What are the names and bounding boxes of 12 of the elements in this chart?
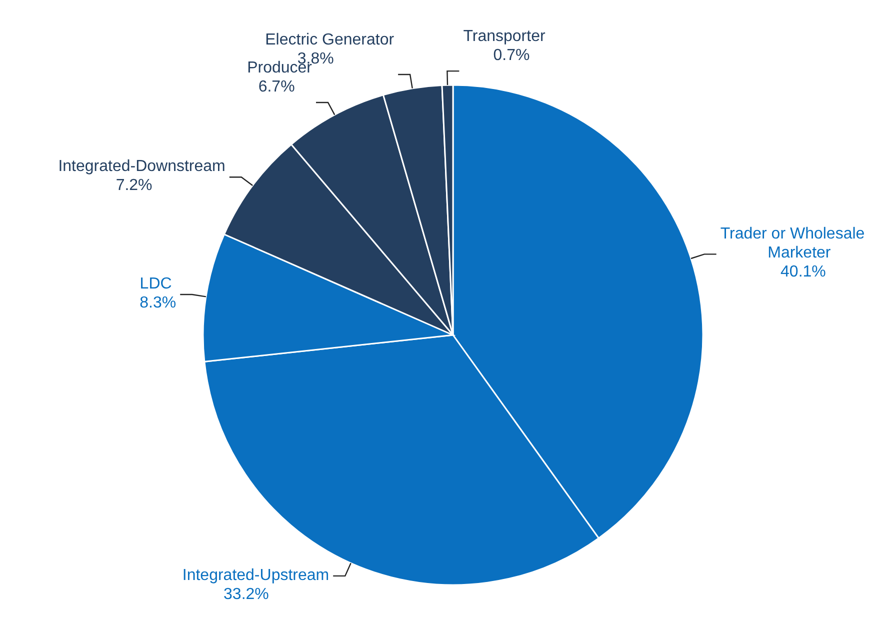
- data-label: 0.7%: [493, 47, 530, 64]
- data-label: 40.1%: [780, 264, 826, 281]
- data-label: 7.2%: [116, 177, 152, 194]
- slice-label: Trader or Wholesale Marketer: [720, 226, 865, 262]
- slice-label: Integrated-Upstream: [182, 566, 330, 584]
- slice-label: Electric Generator: [265, 32, 395, 49]
- slice-label: LDC: [140, 276, 172, 293]
- data-label: 8.3%: [140, 294, 176, 312]
- slice-label: Transporter: [463, 28, 546, 46]
- data-label: 6.7%: [258, 78, 295, 96]
- data-label: 33.2%: [224, 586, 269, 603]
- slice-label: Integrated-Downstream: [58, 158, 226, 176]
